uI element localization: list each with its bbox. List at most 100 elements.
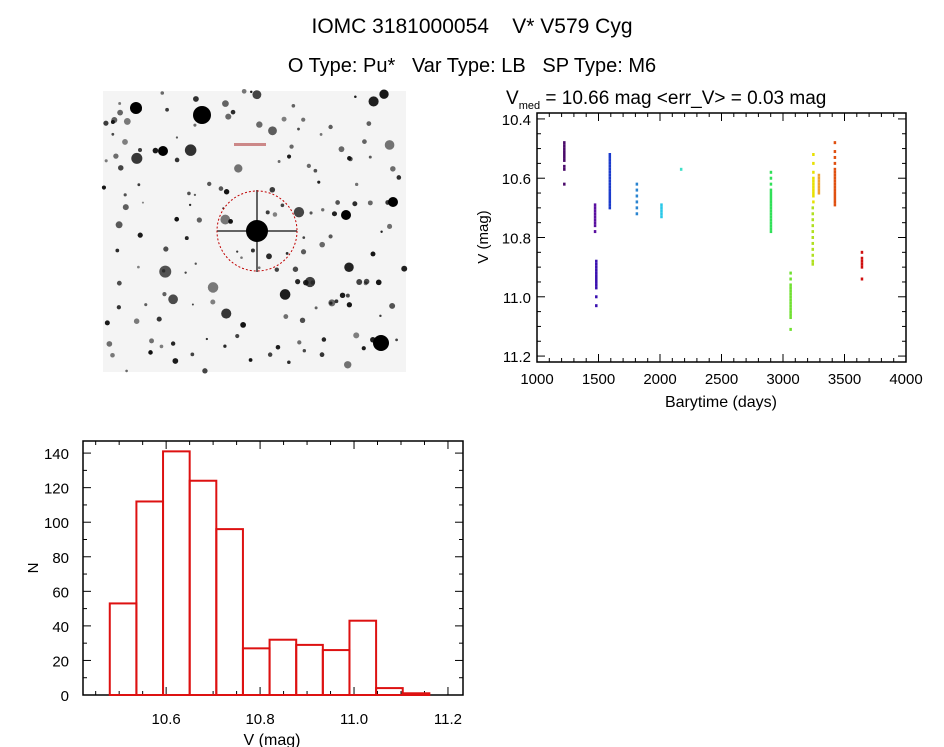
data-point bbox=[789, 292, 792, 296]
star bbox=[116, 280, 122, 286]
data-point bbox=[608, 191, 612, 195]
data-point bbox=[595, 277, 598, 281]
star bbox=[319, 133, 323, 136]
star bbox=[250, 248, 255, 253]
data-point bbox=[769, 200, 773, 204]
data-point bbox=[769, 191, 773, 195]
data-point bbox=[789, 283, 792, 287]
data-point bbox=[769, 224, 773, 228]
data-point bbox=[789, 301, 792, 305]
data-point bbox=[595, 265, 598, 269]
data-point bbox=[563, 141, 566, 145]
star bbox=[306, 163, 311, 168]
star bbox=[302, 349, 307, 353]
data-point bbox=[769, 227, 773, 231]
star bbox=[122, 139, 128, 145]
star bbox=[175, 136, 179, 139]
star bbox=[223, 344, 227, 348]
data-point bbox=[769, 182, 773, 186]
data-point bbox=[833, 150, 837, 154]
y-tick-label: 11.0 bbox=[503, 290, 531, 307]
data-point bbox=[608, 155, 612, 159]
star bbox=[370, 251, 376, 257]
x-tick-label: 3500 bbox=[828, 371, 861, 388]
x-tick-label: 1500 bbox=[582, 371, 615, 388]
data-point bbox=[789, 289, 792, 293]
star bbox=[272, 212, 278, 217]
star bbox=[117, 109, 124, 116]
star bbox=[286, 154, 292, 159]
data-point bbox=[563, 167, 566, 171]
star bbox=[250, 90, 253, 94]
data-point bbox=[595, 259, 598, 263]
histogram-bar bbox=[295, 643, 324, 697]
histogram-bar bbox=[108, 602, 138, 696]
star bbox=[184, 236, 189, 241]
star bbox=[222, 100, 229, 107]
star bbox=[190, 352, 195, 357]
y-tick-label: 60 bbox=[52, 584, 69, 601]
data-point bbox=[593, 218, 597, 222]
star bbox=[106, 341, 113, 347]
star bbox=[115, 248, 120, 253]
y-tick-label: 0 bbox=[61, 688, 69, 705]
star bbox=[148, 350, 153, 355]
data-point bbox=[595, 271, 598, 275]
bright-star bbox=[158, 146, 168, 156]
star bbox=[207, 181, 212, 187]
y-tick-label: 20 bbox=[52, 653, 69, 670]
data-point bbox=[811, 241, 815, 245]
data-point bbox=[833, 155, 837, 159]
star bbox=[104, 159, 108, 163]
data-point bbox=[817, 182, 821, 186]
data-point bbox=[608, 179, 612, 183]
star bbox=[347, 156, 352, 161]
data-point bbox=[833, 167, 837, 171]
data-point bbox=[812, 170, 815, 174]
y-tick-label: 100 bbox=[44, 515, 69, 532]
star bbox=[133, 318, 140, 324]
data-point bbox=[769, 197, 773, 201]
data-point bbox=[769, 230, 773, 234]
data-point bbox=[608, 188, 612, 192]
star bbox=[223, 189, 230, 195]
data-point bbox=[593, 203, 597, 207]
data-point bbox=[789, 310, 792, 314]
star bbox=[137, 148, 143, 153]
data-point bbox=[563, 153, 566, 156]
star bbox=[170, 341, 176, 346]
data-point bbox=[812, 179, 815, 183]
star bbox=[335, 200, 340, 205]
histogram-bar bbox=[135, 500, 165, 696]
star bbox=[334, 299, 339, 304]
data-point bbox=[595, 274, 598, 278]
star bbox=[193, 123, 197, 127]
star bbox=[131, 152, 143, 164]
star bbox=[328, 124, 333, 130]
star bbox=[317, 180, 321, 184]
data-point bbox=[593, 215, 597, 219]
star bbox=[354, 182, 359, 187]
star bbox=[228, 218, 233, 224]
star bbox=[210, 299, 216, 305]
data-point bbox=[635, 188, 639, 192]
data-point bbox=[595, 304, 598, 308]
data-point bbox=[833, 203, 837, 207]
star bbox=[137, 183, 141, 187]
data-point bbox=[789, 286, 792, 290]
data-point bbox=[789, 277, 792, 281]
histogram-bar bbox=[348, 619, 378, 696]
star bbox=[165, 107, 169, 112]
bright-star bbox=[388, 197, 398, 207]
star bbox=[375, 279, 382, 286]
star bbox=[379, 89, 389, 99]
x-tick-label: 11.2 bbox=[434, 711, 462, 728]
star bbox=[300, 249, 307, 255]
data-point bbox=[769, 176, 773, 180]
histogram-bar bbox=[375, 687, 404, 697]
star bbox=[328, 234, 333, 239]
data-point bbox=[860, 250, 864, 254]
data-point bbox=[608, 173, 612, 177]
data-point bbox=[769, 209, 773, 213]
star bbox=[116, 305, 121, 310]
